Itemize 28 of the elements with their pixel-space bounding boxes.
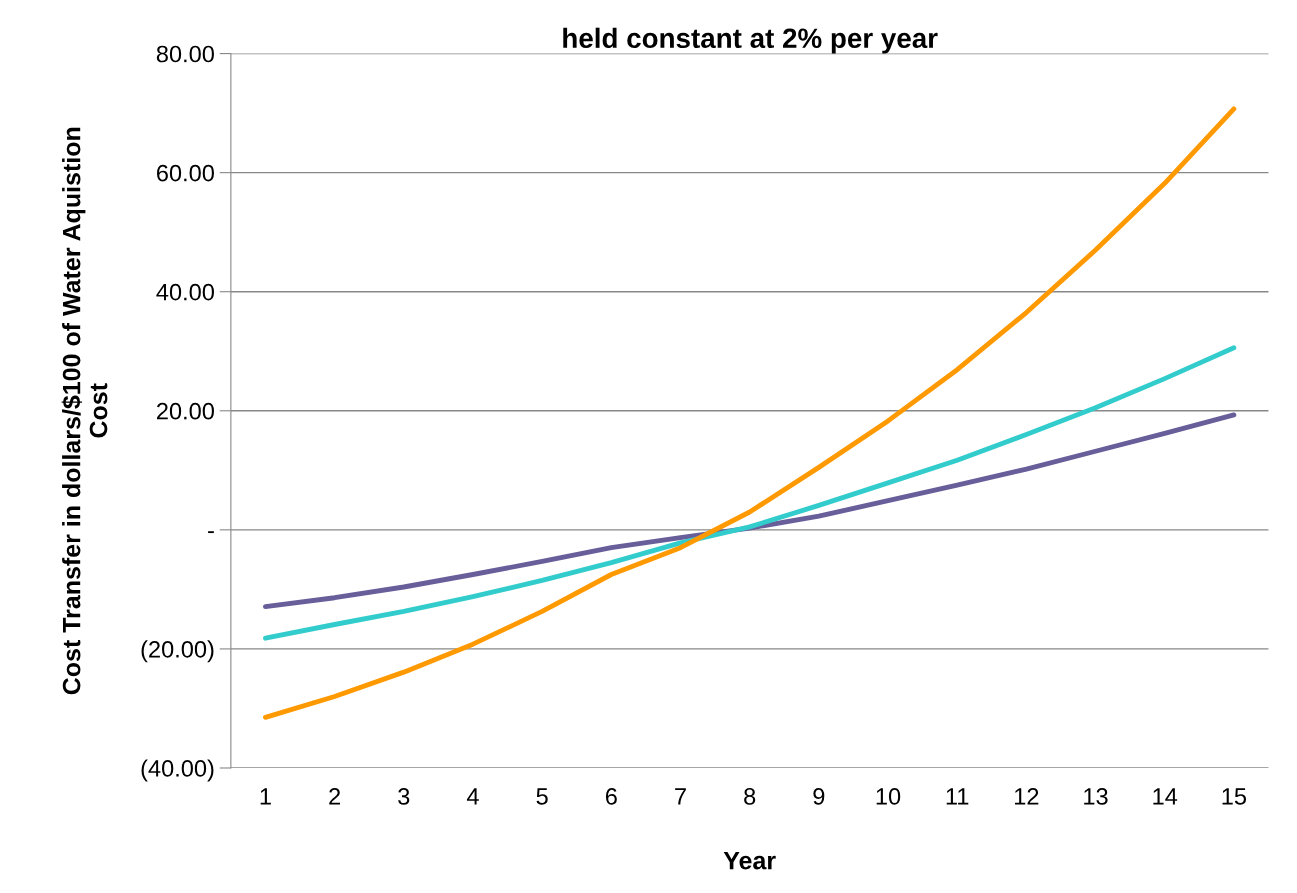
line-series [263, 412, 1237, 610]
y-tick-label: 20.00 [157, 402, 214, 420]
x-tick-label: 3 [398, 788, 410, 805]
x-tick-label: 9 [813, 788, 825, 805]
y-tick-label: 60.00 [157, 164, 214, 182]
line-series [263, 106, 1237, 720]
y-tick-label: 40.00 [156, 283, 214, 301]
x-tick-label: 2 [329, 788, 341, 805]
x-tick-label: 12 [1015, 788, 1039, 805]
x-tick-label: 1 [260, 788, 271, 805]
y-tick-label: - [208, 531, 214, 534]
x-tick-label: 4 [466, 788, 479, 805]
x-tick-label: 11 [946, 788, 969, 805]
line-series [263, 345, 1237, 641]
y-tick-label: (20.00) [141, 640, 214, 663]
x-tick-label: 6 [605, 788, 617, 805]
x-tick-label: 5 [536, 788, 548, 805]
x-tick-label: 10 [876, 788, 901, 805]
x-tick-label: 14 [1153, 788, 1178, 805]
y-tick-label: (40.00) [141, 759, 214, 782]
x-tick-label: 7 [675, 788, 686, 805]
chart-title: held constant at 2% per year [563, 27, 938, 54]
x-tick-label: 13 [1084, 788, 1108, 805]
x-tick-label: 8 [744, 788, 756, 805]
x-axis-title: Year [723, 852, 776, 870]
y-axis-title: Cost Transfer in dollars/$100 of Water Aquistion Cost [61, 127, 108, 695]
x-tick-label: 15 [1222, 788, 1247, 805]
y-tick-label: 80.00 [156, 45, 214, 63]
